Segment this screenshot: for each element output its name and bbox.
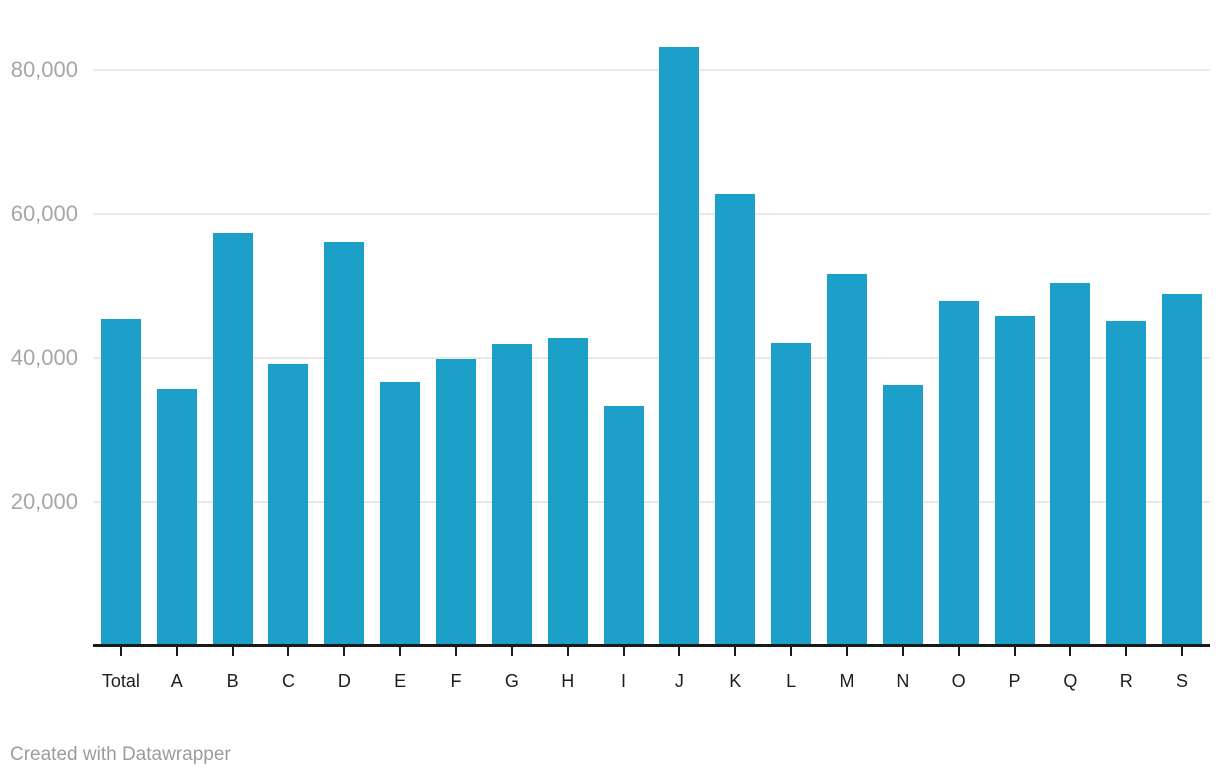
bar-d[interactable] — [324, 241, 365, 646]
x-axis-tick — [455, 647, 458, 656]
x-axis-label-p: P — [1008, 671, 1021, 691]
x-axis-label-q: Q — [1063, 671, 1078, 691]
x-axis-label-i: I — [621, 671, 627, 691]
bar-o[interactable] — [938, 300, 979, 646]
bar-c[interactable] — [268, 364, 309, 646]
x-axis-label-total: Total — [101, 671, 140, 691]
x-axis-tick — [622, 647, 625, 656]
gridline-y-40000 — [93, 357, 1210, 360]
x-axis-label-l: L — [786, 671, 797, 691]
x-axis-line — [93, 644, 1210, 647]
y-axis-tick-label: 80,000 — [10, 57, 78, 83]
x-axis-label-h: H — [561, 671, 575, 691]
x-axis-tick — [734, 647, 737, 656]
x-axis-tick — [399, 647, 402, 656]
x-axis-label-f: F — [450, 671, 462, 691]
x-axis-tick — [845, 647, 848, 656]
bar-a[interactable] — [156, 389, 197, 646]
x-axis-tick — [678, 647, 681, 656]
x-axis-label-g: G — [504, 671, 519, 691]
x-axis-label-o: O — [951, 671, 966, 691]
bar-b[interactable] — [212, 233, 253, 646]
bar-r[interactable] — [1106, 320, 1147, 646]
bar-e[interactable] — [380, 381, 421, 646]
x-axis-label-j: J — [674, 671, 684, 691]
bar-n[interactable] — [882, 384, 923, 646]
y-axis-tick-label: 20,000 — [10, 489, 78, 515]
bar-m[interactable] — [826, 274, 867, 646]
x-axis-label-c: C — [281, 671, 295, 691]
x-axis-tick — [287, 647, 290, 656]
bar-p[interactable] — [994, 315, 1035, 646]
x-axis-tick — [343, 647, 346, 656]
x-axis-tick — [957, 647, 960, 656]
bar-i[interactable] — [603, 405, 644, 646]
x-axis-label-n: N — [896, 671, 910, 691]
x-axis-label-r: R — [1119, 671, 1133, 691]
bar-l[interactable] — [771, 343, 812, 646]
x-axis-tick — [1013, 647, 1016, 656]
x-axis-tick — [175, 647, 178, 656]
y-axis-tick-label: 60,000 — [10, 201, 78, 227]
gridline-y-60000 — [93, 213, 1210, 216]
x-axis-tick — [510, 647, 513, 656]
x-axis-label-a: A — [170, 671, 183, 691]
y-axis-tick-label: 40,000 — [10, 345, 78, 371]
bar-s[interactable] — [1162, 293, 1203, 646]
x-axis-tick — [901, 647, 904, 656]
gridline-y-20000 — [93, 501, 1210, 504]
x-axis-tick — [119, 647, 122, 656]
bar-k[interactable] — [715, 194, 756, 646]
bar-q[interactable] — [1050, 282, 1091, 646]
x-axis-label-s: S — [1176, 671, 1189, 691]
datawrapper-credit-link[interactable]: Created with Datawrapper — [10, 744, 231, 765]
bar-j[interactable] — [659, 47, 700, 646]
gridline-y-80000 — [93, 69, 1210, 72]
x-axis-tick — [1181, 647, 1184, 656]
bar-total[interactable] — [100, 319, 141, 646]
x-axis-label-e: E — [394, 671, 407, 691]
x-axis-tick — [790, 647, 793, 656]
x-axis-label-k: K — [729, 671, 742, 691]
x-axis-tick — [566, 647, 569, 656]
bar-g[interactable] — [491, 343, 532, 646]
x-axis-label-d: D — [337, 671, 351, 691]
x-axis-label-m: M — [839, 671, 855, 691]
x-axis-tick — [1125, 647, 1128, 656]
bar-f[interactable] — [436, 358, 477, 646]
bar-h[interactable] — [547, 338, 588, 646]
x-axis-tick — [231, 647, 234, 656]
x-axis-tick — [1069, 647, 1072, 656]
x-axis-label-b: B — [226, 671, 239, 691]
